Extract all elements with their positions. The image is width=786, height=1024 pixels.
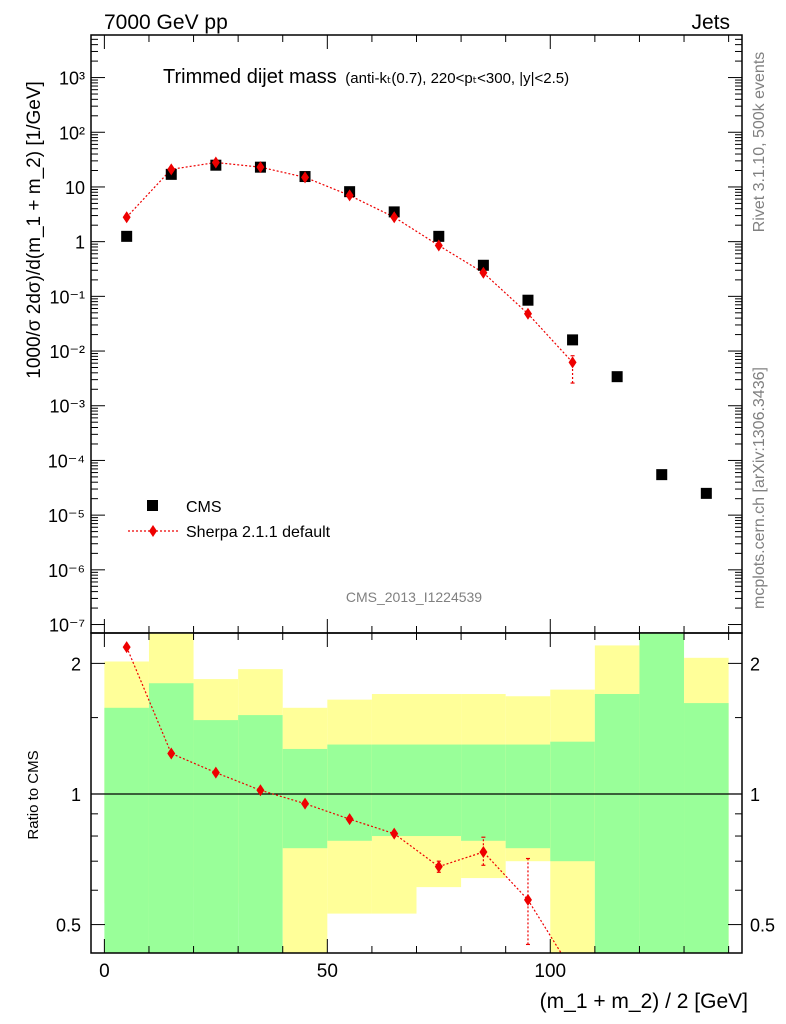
main-y-tick-label: 10 (65, 178, 85, 198)
ratio-sherpa-point (434, 860, 443, 873)
sherpa-point (256, 161, 265, 174)
main-plot-area: CMS_2013_I1224539 10⁻⁷10⁻⁶10⁻⁵10⁻⁴10⁻³10… (24, 34, 743, 636)
main-plot-frame (90, 34, 743, 634)
ratio-sherpa-point (301, 797, 310, 810)
main-y-tick-label: 10⁻³ (49, 397, 85, 417)
ratio-inner-band (148, 683, 194, 953)
x-tick-label: 50 (317, 961, 338, 982)
header-left-label: 7000 GeV pp (104, 11, 228, 34)
main-y-tick-label: 10⁻⁴ (48, 451, 85, 471)
main-title: Trimmed dijet mass (anti-kₜ(0.7), 220<pₜ… (163, 66, 569, 88)
ratio-inner-band (238, 715, 283, 953)
ratio-sherpa-point (122, 641, 131, 654)
main-y-tick-label: 10⁻⁵ (48, 506, 85, 526)
ratio-inner-band (639, 633, 685, 953)
x-tick-label: 0 (99, 961, 110, 982)
cms-point (611, 371, 623, 383)
sherpa-point (345, 189, 354, 202)
sherpa-point (434, 239, 443, 252)
main-y-tick-label: 10⁻⁷ (49, 616, 85, 636)
ratio-inner-band (550, 741, 595, 862)
ratio-axis-ticks (91, 633, 742, 953)
legend-marker-cms (147, 500, 158, 511)
header-right-label: Jets (691, 11, 730, 34)
ratio-series-layer (122, 641, 562, 954)
ratio-inner-band (327, 744, 372, 841)
x-axis-label: (m_1 + m_2) / 2 [GeV] (540, 990, 748, 1013)
ratio-inner-band (461, 744, 506, 841)
ratio-plot-area: 0.5 0.5 1 1 2 2 0 50 100 Ratio to CMS (m_1 + m_2… (25, 632, 775, 1013)
cms-point (522, 294, 534, 306)
ratio-inner-band (104, 707, 149, 953)
ratio-sherpa-point (390, 827, 399, 840)
sherpa-point (211, 156, 220, 169)
main-y-tick-label: 10⁻² (49, 342, 85, 362)
ratio-sherpa-point (345, 813, 354, 826)
ratio-tick-labels: 0.5 0.5 1 1 2 2 0 50 100 (56, 654, 775, 982)
ratio-sherpa-point (479, 845, 488, 858)
ratio-y-tick-label: 0.5 (56, 916, 81, 936)
ratio-inner-band (193, 720, 239, 953)
main-series-layer (121, 156, 712, 499)
ratio-y-tick-label-right: 0.5 (750, 916, 775, 936)
main-y-tick-label: 10⁻⁶ (48, 561, 85, 581)
watermark: CMS_2013_I1224539 (346, 589, 482, 605)
cms-point (433, 230, 445, 242)
sherpa-point (301, 171, 310, 184)
ratio-inner-band (594, 694, 640, 953)
main-axis-ticks (91, 34, 742, 633)
legend: CMS Sherpa 2.1.1 default (128, 499, 331, 541)
sherpa-point (523, 307, 532, 320)
ratio-y-tick-label-right: 2 (750, 654, 760, 674)
ratio-y-axis-label: Ratio to CMS (25, 750, 42, 839)
ratio-inner-band (505, 744, 551, 849)
sherpa-point (122, 211, 131, 224)
main-y-tick-label: 1 (75, 233, 85, 253)
ratio-uncertainty-bands (104, 633, 729, 953)
ratio-y-tick-label: 1 (71, 785, 81, 805)
ratio-inner-band (416, 744, 462, 837)
sherpa-point (568, 356, 577, 369)
sherpa-point (167, 163, 176, 176)
legend-label-sherpa: Sherpa 2.1.1 default (186, 524, 331, 541)
rivet-version-label: Rivet 3.1.10, 500k events (751, 52, 768, 233)
ratio-y-tick-label: 2 (71, 654, 81, 674)
ratio-sherpa-point (256, 784, 265, 797)
ratio-sherpa-point (523, 893, 532, 906)
cms-point (567, 334, 579, 346)
legend-marker-sherpa (149, 525, 157, 537)
mcplots-label: mcplots.cern.ch [arXiv:1306.3436] (751, 367, 768, 609)
legend-label-cms: CMS (186, 499, 222, 516)
main-title-main: Trimmed dijet mass (163, 66, 337, 88)
ratio-sherpa-point (211, 766, 220, 779)
ratio-inner-band (371, 744, 417, 837)
main-y-tick-label: 10³ (59, 69, 85, 89)
main-y-tick-label: 10⁻¹ (49, 287, 85, 307)
sherpa-point (390, 211, 399, 224)
ratio-inner-band (684, 703, 729, 953)
x-tick-label: 100 (534, 961, 566, 982)
main-y-axis-label: 1000/σ 2dσ)/d(m_1 + m_2) [1/GeV] (24, 81, 45, 379)
ratio-y-tick-label-right: 1 (750, 785, 760, 805)
main-y-tick-labels: 10⁻⁷ 10⁻⁶ 10⁻⁵ 10⁻⁴ 10⁻³ 10⁻² 10⁻¹ 1 10 10² 10³ (48, 69, 85, 636)
main-title-sub: (anti-kₜ(0.7), 220<pₜ<300, |y|<2.5) (345, 70, 569, 87)
cms-point (477, 259, 489, 271)
cms-point (700, 487, 712, 499)
cms-point (121, 230, 133, 242)
main-y-tick-label: 10² (59, 123, 85, 143)
cms-point (656, 469, 668, 481)
sherpa-point (479, 266, 488, 279)
ratio-sherpa-point (167, 747, 176, 760)
